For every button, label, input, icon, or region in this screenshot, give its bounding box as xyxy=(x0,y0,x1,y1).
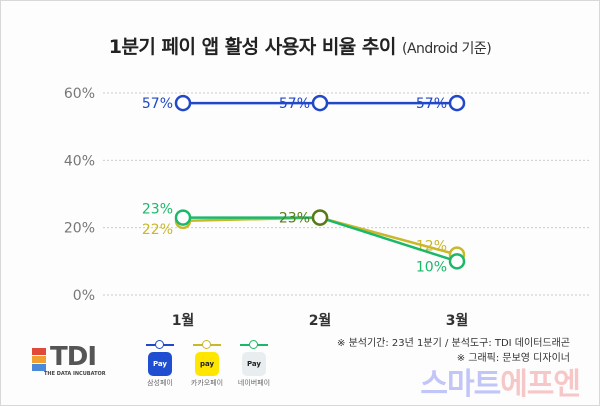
data-point xyxy=(448,94,466,112)
data-label: 22% xyxy=(142,222,173,238)
chart-title: 1분기 페이 앱 활성 사용자 비율 추이 (Android 기준) xyxy=(0,32,600,59)
note-period: ※ 분석기간: 23년 1분기 / 분석도구: TDI 데이터드래곤 xyxy=(337,338,570,349)
x-tick-label: 2월 xyxy=(309,312,332,329)
data-point xyxy=(174,209,192,226)
data-label: 23% xyxy=(279,211,310,227)
data-label: 10% xyxy=(416,259,447,275)
y-tick-label: 60% xyxy=(64,86,95,102)
y-tick-label: 20% xyxy=(64,221,95,237)
app-icon: pay xyxy=(195,352,219,376)
y-tick-label: 40% xyxy=(64,153,95,169)
app-icon: Pay xyxy=(242,352,266,376)
logo-text: TDI xyxy=(50,342,97,372)
legend-label: 카카오페이 xyxy=(190,379,224,387)
data-label: 57% xyxy=(142,96,173,112)
logo-tagline: THE DATA INCUBATOR xyxy=(44,371,106,377)
watermark: 스마트에프엔 xyxy=(420,367,581,402)
data-label: 57% xyxy=(416,96,447,112)
data-label: 57% xyxy=(279,96,310,112)
x-tick-label: 3월 xyxy=(446,312,469,329)
data-label: 23% xyxy=(142,202,173,218)
y-tick-label: 0% xyxy=(73,288,95,304)
data-point xyxy=(448,253,466,270)
watermark-part1: 스마트 xyxy=(420,367,501,402)
legend-marker xyxy=(202,340,211,349)
legend-label: 삼성페이 xyxy=(147,379,173,387)
note-graphic: ※ 그래픽: 문보영 디자이너 xyxy=(456,353,570,364)
legend-marker xyxy=(155,340,164,349)
app-icon: Pay xyxy=(148,352,172,376)
legend-marker xyxy=(249,340,258,349)
title-main: 1분기 페이 앱 활성 사용자 비율 추이 xyxy=(108,36,397,58)
watermark-part2: 에프엔 xyxy=(500,367,581,402)
title-sub: (Android 기준) xyxy=(402,41,492,57)
x-tick-label: 1월 xyxy=(172,312,195,329)
data-point xyxy=(311,209,329,226)
legend-label: 네이버페이 xyxy=(237,379,271,387)
data-point xyxy=(311,94,329,112)
data-point xyxy=(174,94,192,112)
